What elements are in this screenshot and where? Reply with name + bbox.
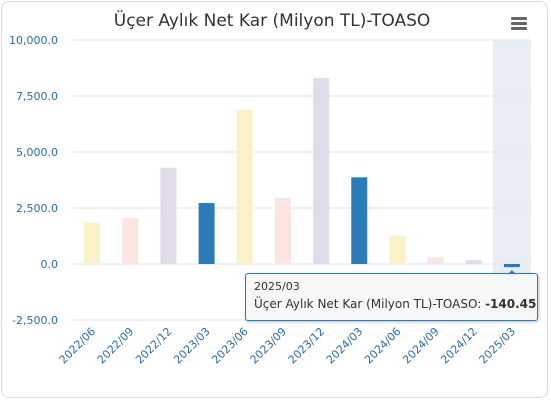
bars [84,78,520,268]
x-tick-label: 2023/09 [248,325,290,367]
bar-2022-12[interactable] [160,167,177,264]
bar-2023-03[interactable] [198,203,215,264]
x-tick-label: 2025/03 [477,325,519,367]
tooltip-series-label: Üçer Aylık Net Kar (Milyon TL)-TOASO: [254,297,486,311]
x-tick-label: 2022/09 [95,325,137,367]
x-tick-label: 2024/06 [362,325,404,367]
bar-2024-09[interactable] [427,257,444,264]
bar-2024-03[interactable] [351,177,368,264]
bar-2024-12[interactable] [465,260,482,264]
bar-2023-06[interactable] [236,109,253,264]
tooltip-date: 2025/03 [254,280,300,293]
y-tick-label: 0.0 [41,258,59,271]
y-tick-label: 5,000.0 [16,146,58,159]
x-tick-label: 2024/12 [438,325,480,367]
x-tick-label: 2022/06 [57,325,99,367]
bar-2022-06[interactable] [84,222,101,264]
y-axis-labels: 10,000.0 7,500.0 5,000.0 2,500.0 0.0 -2,500.0 [9,34,58,327]
x-tick-label: 2022/12 [133,325,175,367]
tooltip: 2025/03 Üçer Aylık Net Kar (Milyon TL)-T… [245,273,538,321]
y-tick-label: 2,500.0 [16,202,58,215]
chart-title: Üçer Aylık Net Kar (Milyon TL)-TOASO [114,9,431,31]
hamburger-icon [511,17,527,30]
y-tick-label: 7,500.0 [16,90,58,103]
bar-2023-12[interactable] [313,78,330,264]
x-tick-label: 2023/06 [209,325,251,367]
bar-2022-09[interactable] [122,218,139,264]
bar-2025-03[interactable] [503,264,520,268]
y-tick-label: 10,000.0 [9,34,58,47]
bar-2023-09[interactable] [274,197,291,264]
y-tick-label: -2,500.0 [12,314,58,327]
x-tick-label: 2023/12 [286,325,328,367]
bar-2024-06[interactable] [389,235,406,264]
x-tick-label: 2024/03 [324,325,366,367]
tooltip-value: -140.45 [485,297,537,311]
chart-menu-button[interactable] [506,12,532,36]
x-axis-labels: 2022/062022/092022/122023/032023/062023/… [57,325,518,367]
x-tick-label: 2023/03 [171,325,213,367]
tooltip-line: Üçer Aylık Net Kar (Milyon TL)-TOASO: -1… [254,294,536,314]
x-tick-label: 2024/09 [400,325,442,367]
